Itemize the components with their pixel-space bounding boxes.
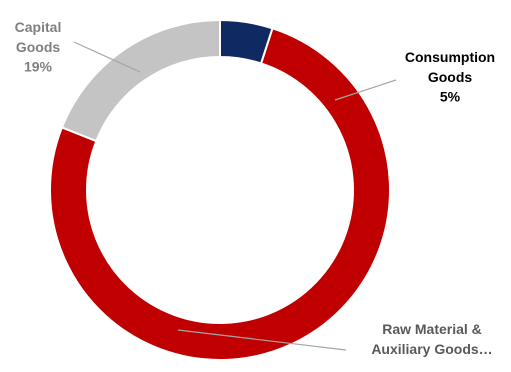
value-label: 19% bbox=[24, 59, 53, 75]
slice-label: Consumption Goods bbox=[405, 49, 495, 85]
label-line: Goods bbox=[16, 39, 61, 55]
leader-line bbox=[73, 41, 141, 73]
slice-label: Raw Material & Auxiliary Goods… bbox=[371, 321, 492, 357]
label-line: Consumption bbox=[405, 49, 495, 65]
label-line: Capital bbox=[15, 19, 62, 35]
donut-slice bbox=[49, 27, 391, 361]
label-line: Raw Material & bbox=[382, 321, 482, 337]
leader-line bbox=[177, 329, 347, 351]
leader-line bbox=[334, 79, 397, 101]
donut-slice bbox=[60, 18, 221, 143]
slice-label: Capital Goods bbox=[15, 19, 62, 55]
label-line: Goods bbox=[428, 69, 473, 85]
label-line: Auxiliary Goods… bbox=[371, 341, 492, 357]
value-label: 5% bbox=[440, 89, 461, 105]
